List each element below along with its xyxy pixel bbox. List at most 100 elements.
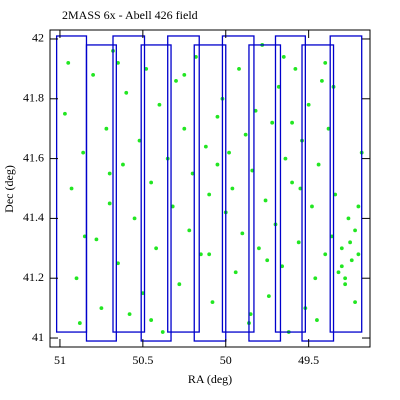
data-point [323, 60, 328, 65]
data-point [290, 120, 294, 125]
data-point [265, 258, 270, 263]
x-tick-label: 51 [54, 353, 66, 367]
data-point [323, 252, 328, 257]
data-point [346, 216, 351, 221]
data-point [170, 204, 175, 209]
data-point [320, 78, 324, 83]
data-point [227, 150, 231, 155]
data-point [160, 330, 165, 334]
data-point [63, 111, 67, 116]
data-point [263, 198, 268, 203]
data-point [310, 204, 314, 209]
data-point [283, 156, 288, 161]
data-point [349, 258, 354, 263]
data-point [66, 60, 71, 65]
data-point [177, 282, 182, 287]
footprint [329, 35, 363, 333]
data-point [329, 234, 334, 239]
footprint [221, 35, 255, 333]
data-point [266, 294, 271, 299]
data-point [107, 171, 112, 176]
data-point [132, 216, 137, 221]
data-point [333, 192, 338, 197]
data-point [356, 252, 361, 257]
data-point [121, 162, 125, 167]
data-point [356, 204, 361, 209]
data-point [306, 102, 311, 107]
data-point [77, 321, 82, 325]
data-point [348, 240, 353, 245]
data-point [215, 114, 220, 119]
x-tick-label: 49.5 [298, 353, 319, 367]
data-point [187, 228, 192, 233]
data-point [207, 192, 212, 197]
data-point [270, 120, 275, 125]
data-point [116, 60, 120, 65]
y-tick-label: 41.4 [23, 210, 44, 224]
data-point [116, 261, 120, 266]
y-tick-label: 42 [32, 31, 44, 45]
footprint [301, 44, 335, 342]
data-point [257, 246, 261, 251]
data-point [149, 318, 154, 322]
y-axis-label: Dec (deg) [2, 165, 16, 213]
y-tick-label: 41.6 [23, 150, 44, 164]
data-point [140, 291, 145, 296]
chart-title: 2MASS 6x - Abell 426 field [62, 8, 198, 22]
footprint [274, 35, 306, 333]
x-tick-label: 50.5 [132, 353, 153, 367]
data-point [149, 180, 154, 185]
data-point [157, 102, 162, 107]
data-point [127, 312, 132, 317]
y-tick-label: 41 [32, 330, 44, 344]
data-point [353, 300, 357, 305]
data-point [343, 276, 348, 281]
data-point [230, 186, 235, 191]
data-point [243, 132, 248, 137]
data-point [253, 108, 258, 113]
data-point [313, 276, 318, 281]
data-point [336, 270, 341, 275]
data-point [194, 55, 198, 59]
data-point [124, 90, 129, 95]
data-point [343, 282, 348, 287]
data-point [174, 78, 178, 83]
data-point [248, 312, 253, 317]
data-point [240, 231, 245, 236]
data-point [233, 270, 238, 275]
data-point [81, 150, 86, 155]
data-point [276, 84, 281, 89]
y-tick-label: 41.2 [23, 270, 44, 284]
data-point [182, 126, 187, 131]
data-point [237, 66, 241, 71]
data-point [293, 66, 298, 71]
data-point [74, 276, 79, 281]
data-point [99, 306, 104, 311]
data-point [326, 126, 331, 131]
footprint [112, 35, 146, 333]
data-point [316, 162, 321, 167]
footprint [55, 35, 88, 333]
data-point [182, 72, 187, 77]
data-point [339, 264, 344, 269]
data-point [215, 162, 220, 167]
data-point [154, 246, 159, 251]
data-point [250, 168, 255, 173]
data-point [339, 246, 344, 251]
data-point [290, 180, 294, 185]
footprint [193, 44, 227, 342]
data-point [210, 300, 215, 305]
data-point [298, 186, 303, 191]
x-tick-label: 50 [220, 353, 232, 367]
data-point [82, 234, 87, 239]
plot-frame [49, 29, 371, 348]
footprint [140, 44, 172, 342]
x-axis-label: RA (deg) [188, 372, 232, 386]
data-point [91, 72, 96, 77]
y-tick-label: 41.8 [23, 91, 44, 105]
data-point [198, 252, 203, 257]
footprint [167, 35, 200, 333]
data-point [203, 144, 208, 149]
data-point [107, 201, 112, 206]
